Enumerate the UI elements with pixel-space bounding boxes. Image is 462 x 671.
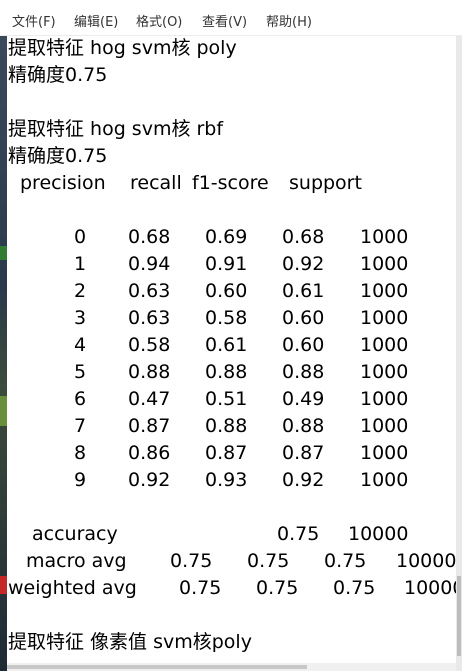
- report-cell-support: 1000: [360, 388, 409, 410]
- report-cell-recall: 0.88: [205, 361, 248, 383]
- menu-bar: 文件(F) 编辑(E) 格式(O) 查看(V) 帮助(H): [0, 0, 462, 36]
- report-cell-f1: 0.49: [282, 388, 325, 410]
- report-cell-f1: 0.92: [282, 469, 325, 491]
- report-cell-recall: 0.91: [205, 253, 248, 275]
- report-cell-label: 9: [74, 469, 87, 491]
- report-weighted-precision: 0.75: [179, 577, 222, 599]
- report-cell-support: 1000: [360, 226, 409, 248]
- report-cell-recall: 0.61: [205, 334, 248, 356]
- report-cell-support: 1000: [360, 334, 409, 356]
- text-line: 精确度0.75: [8, 145, 108, 167]
- report-cell-label: 2: [74, 280, 87, 302]
- scrollbar-thumb[interactable]: [457, 576, 461, 656]
- report-cell-support: 1000: [360, 280, 409, 302]
- report-cell-f1: 0.68: [282, 226, 325, 248]
- report-cell-recall: 0.51: [205, 388, 248, 410]
- report-weighted-support: 10000: [404, 577, 462, 599]
- report-cell-support: 1000: [360, 307, 409, 329]
- report-weighted-label: weighted avg: [8, 577, 137, 599]
- menu-view[interactable]: 查看(V): [202, 15, 248, 30]
- text-line: 提取特征 hog svm核 poly: [8, 37, 237, 59]
- report-cell-support: 1000: [360, 442, 409, 464]
- report-cell-precision: 0.86: [128, 442, 171, 464]
- report-cell-f1: 0.61: [282, 280, 325, 302]
- report-cell-support: 1000: [360, 361, 409, 383]
- report-cell-recall: 0.88: [205, 415, 248, 437]
- report-accuracy-label: accuracy: [32, 523, 118, 545]
- report-cell-recall: 0.93: [205, 469, 248, 491]
- report-cell-label: 7: [74, 415, 87, 437]
- report-macro-f1: 0.75: [324, 550, 367, 572]
- vertical-scrollbar[interactable]: [456, 36, 462, 671]
- desktop-icon-fragment: [0, 396, 7, 426]
- desktop-icon-fragment: [0, 576, 7, 594]
- report-cell-f1: 0.88: [282, 415, 325, 437]
- report-accuracy-support: 10000: [348, 523, 409, 545]
- report-cell-support: 1000: [360, 469, 409, 491]
- report-cell-precision: 0.94: [128, 253, 171, 275]
- scrollbar-thumb[interactable]: [7, 665, 307, 669]
- report-cell-f1: 0.92: [282, 253, 325, 275]
- report-cell-support: 1000: [360, 253, 409, 275]
- menu-help[interactable]: 帮助(H): [266, 15, 312, 30]
- report-header-precision: precision: [20, 172, 106, 194]
- report-cell-label: 6: [74, 388, 87, 410]
- text-line: 提取特征 像素值 svm核poly: [8, 631, 252, 653]
- report-weighted-f1: 0.75: [333, 577, 376, 599]
- report-weighted-recall: 0.75: [256, 577, 299, 599]
- text-editor-area[interactable]: 提取特征 hog svm核 poly 精确度0.75 提取特征 hog svm核 r…: [0, 36, 462, 671]
- report-cell-recall: 0.87: [205, 442, 248, 464]
- report-cell-precision: 0.47: [128, 388, 171, 410]
- text-line: 精确度0.75: [8, 64, 108, 86]
- report-macro-support: 10000: [396, 550, 457, 572]
- report-macro-precision: 0.75: [170, 550, 213, 572]
- report-cell-label: 3: [74, 307, 87, 329]
- report-header-recall: recall: [130, 172, 182, 194]
- report-cell-label: 0: [74, 226, 87, 248]
- menu-edit[interactable]: 编辑(E): [74, 15, 119, 30]
- desktop-icon-fragment: [0, 246, 7, 260]
- report-macro-label: macro avg: [26, 550, 127, 572]
- report-cell-f1: 0.87: [282, 442, 325, 464]
- report-cell-precision: 0.88: [128, 361, 171, 383]
- report-cell-precision: 0.63: [128, 280, 171, 302]
- report-cell-recall: 0.60: [205, 280, 248, 302]
- report-cell-precision: 0.87: [128, 415, 171, 437]
- menu-format[interactable]: 格式(O): [136, 15, 183, 30]
- menu-file[interactable]: 文件(F): [12, 15, 56, 30]
- report-cell-label: 4: [74, 334, 87, 356]
- report-macro-recall: 0.75: [247, 550, 290, 572]
- report-accuracy-f1: 0.75: [277, 523, 320, 545]
- report-cell-label: 8: [74, 442, 87, 464]
- text-line: 提取特征 hog svm核 rbf: [8, 118, 224, 140]
- report-header-f1: f1-score: [192, 172, 269, 194]
- report-cell-recall: 0.69: [205, 226, 248, 248]
- report-cell-precision: 0.63: [128, 307, 171, 329]
- report-cell-precision: 0.58: [128, 334, 171, 356]
- report-cell-label: 5: [74, 361, 87, 383]
- report-cell-recall: 0.58: [205, 307, 248, 329]
- report-cell-f1: 0.60: [282, 334, 325, 356]
- report-cell-label: 1: [74, 253, 87, 275]
- report-cell-f1: 0.60: [282, 307, 325, 329]
- report-cell-support: 1000: [360, 415, 409, 437]
- horizontal-scrollbar[interactable]: [7, 663, 456, 671]
- desktop-background-strip: [0, 36, 7, 671]
- report-cell-f1: 0.88: [282, 361, 325, 383]
- report-cell-precision: 0.68: [128, 226, 171, 248]
- report-header-support: support: [289, 172, 362, 194]
- report-cell-precision: 0.92: [128, 469, 171, 491]
